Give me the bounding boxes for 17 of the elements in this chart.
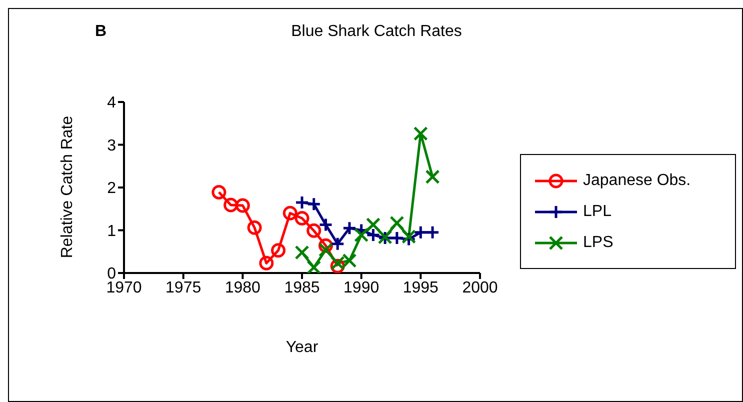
y-tick-label: 3 — [107, 137, 116, 154]
legend-label: LPL — [583, 202, 612, 220]
x-tick-label: 1975 — [166, 279, 202, 296]
x-tick-label: 1990 — [344, 279, 380, 296]
x-tick-label: 1980 — [224, 279, 261, 296]
legend-label: Japanese Obs. — [583, 172, 691, 190]
legend-label: LPS — [583, 234, 614, 252]
x-tick-label: 1995 — [402, 279, 439, 296]
y-tick-label: 1 — [107, 222, 116, 240]
chart-title: Blue Shark Catch Rates — [291, 23, 462, 40]
x-tick-label: 2000 — [462, 279, 498, 296]
y-tick-label: 2 — [107, 180, 116, 198]
text: B — [95, 23, 107, 41]
x-tick-label: 1985 — [284, 279, 320, 296]
x-axis-title: Year — [284, 339, 320, 357]
y-tick-label: 4 — [107, 94, 116, 112]
y-axis-title: Relative Catch Rate — [59, 116, 77, 258]
